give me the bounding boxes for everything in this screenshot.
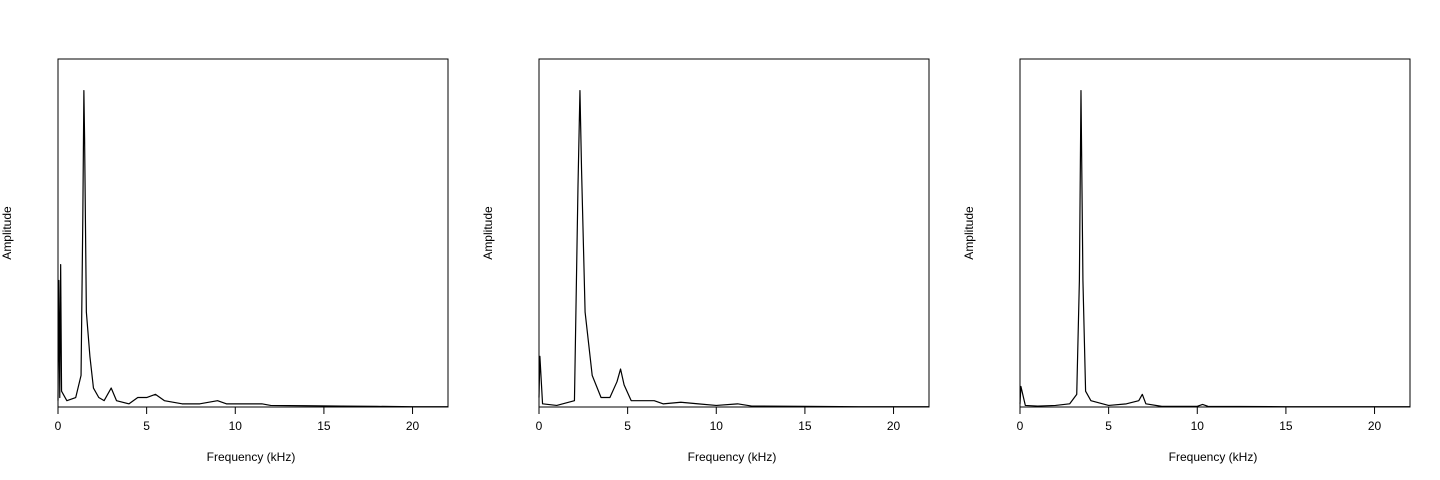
x-tick-label: 20 xyxy=(1368,419,1382,433)
x-tick-label: 5 xyxy=(143,419,150,433)
x-axis-label: Frequency (kHz) xyxy=(688,450,777,464)
x-tick-label: 20 xyxy=(887,419,901,433)
x-tick-label: 5 xyxy=(624,419,631,433)
spectrum xyxy=(538,90,929,408)
x-axis-label: Frequency (kHz) xyxy=(207,450,296,464)
x-tick-label: 15 xyxy=(317,419,331,433)
x-tick-label: 0 xyxy=(536,419,543,433)
plot-frame xyxy=(1019,58,1411,408)
y-axis-label: Amplitude xyxy=(481,206,495,260)
x-tick-label: 10 xyxy=(710,419,724,433)
y-axis-label: Amplitude xyxy=(962,206,976,260)
x-axis-label: Frequency (kHz) xyxy=(1169,450,1258,464)
x-tick-label: 20 xyxy=(406,419,420,433)
plot-frame xyxy=(57,58,449,408)
spectrum xyxy=(57,90,448,408)
x-tick-label: 10 xyxy=(1191,419,1205,433)
y-axis-label: Amplitude xyxy=(0,206,14,260)
plot-frame xyxy=(538,58,930,408)
x-tick-label: 5 xyxy=(1105,419,1112,433)
x-tick-label: 0 xyxy=(55,419,62,433)
spectrum xyxy=(1019,90,1410,408)
x-tick-label: 0 xyxy=(1017,419,1024,433)
x-tick-label: 15 xyxy=(798,419,812,433)
x-tick-label: 10 xyxy=(229,419,243,433)
x-tick-label: 15 xyxy=(1279,419,1293,433)
